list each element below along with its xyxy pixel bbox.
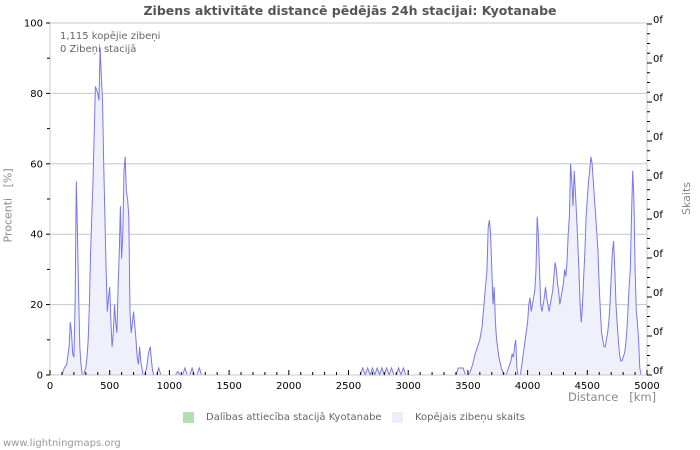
legend-label: Dalības attiecība stacijā Kyotanabe bbox=[206, 412, 382, 423]
legend-swatch-lavender bbox=[392, 412, 403, 423]
svg-text:20: 20 bbox=[30, 300, 43, 311]
svg-text:2000: 2000 bbox=[276, 381, 301, 392]
y-axis-label-left: Procenti [%] bbox=[1, 168, 15, 243]
svg-text:80: 80 bbox=[30, 89, 43, 100]
svg-text:0: 0 bbox=[37, 371, 43, 382]
footer-link[interactable]: www.lightningmaps.org bbox=[3, 438, 121, 449]
grid-lines bbox=[50, 22, 647, 306]
svg-text:0: 0 bbox=[47, 381, 53, 392]
y-axis-label-right: Skaits bbox=[680, 182, 693, 215]
svg-text:0f: 0f bbox=[653, 171, 663, 182]
svg-text:3000: 3000 bbox=[395, 381, 420, 392]
svg-text:5000: 5000 bbox=[634, 381, 659, 392]
svg-text:0f: 0f bbox=[653, 210, 663, 221]
svg-text:0f: 0f bbox=[653, 132, 663, 143]
svg-text:2500: 2500 bbox=[336, 381, 361, 392]
svg-text:3500: 3500 bbox=[455, 381, 480, 392]
svg-text:0f: 0f bbox=[653, 288, 663, 299]
svg-text:0f: 0f bbox=[653, 366, 663, 377]
legend-swatch-green bbox=[183, 412, 194, 423]
svg-text:0f: 0f bbox=[653, 93, 663, 104]
svg-text:0f: 0f bbox=[653, 54, 663, 65]
svg-text:0f: 0f bbox=[653, 249, 663, 260]
svg-text:0f: 0f bbox=[653, 327, 663, 338]
chart-title: Zibens aktivitāte distancē pēdējās 24h s… bbox=[143, 3, 557, 18]
legend-item-station-ratio: Dalības attiecība stacijā Kyotanabe bbox=[183, 412, 382, 423]
station-strokes-text: 0 Zibeņi stacijā bbox=[60, 44, 137, 55]
svg-text:40: 40 bbox=[30, 230, 43, 241]
x-axis-label: Distance [km] bbox=[568, 390, 657, 404]
info-box: 1,115 kopējie zibeņi 0 Zibeņi stacijā bbox=[60, 30, 160, 56]
svg-text:4000: 4000 bbox=[515, 381, 540, 392]
total-strokes-text: 1,115 kopējie zibeņi bbox=[60, 31, 161, 42]
svg-text:0f: 0f bbox=[653, 15, 663, 26]
svg-text:1500: 1500 bbox=[216, 381, 241, 392]
svg-text:500: 500 bbox=[100, 381, 119, 392]
svg-text:1000: 1000 bbox=[157, 381, 182, 392]
legend-label: Kopējais zibeņu skaits bbox=[415, 412, 525, 423]
total-strokes-area bbox=[50, 47, 641, 375]
svg-text:100: 100 bbox=[24, 19, 43, 30]
legend-item-total-strokes: Kopējais zibeņu skaits bbox=[392, 412, 525, 423]
svg-text:60: 60 bbox=[30, 159, 43, 170]
svg-text:4500: 4500 bbox=[575, 381, 600, 392]
